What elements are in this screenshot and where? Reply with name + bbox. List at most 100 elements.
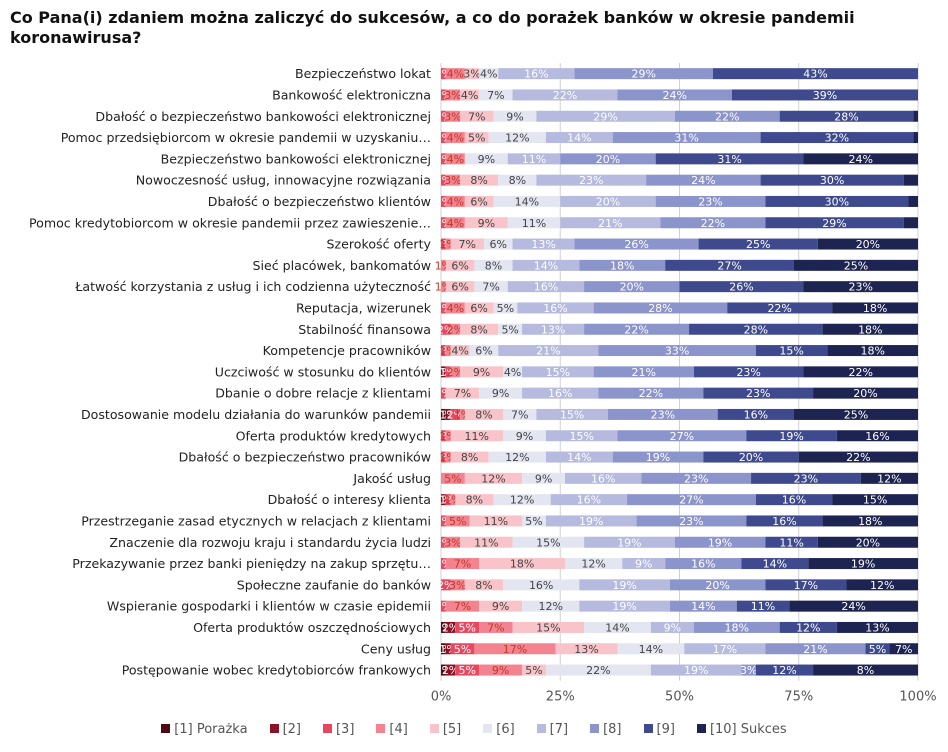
data-label: 14% (691, 600, 715, 613)
data-label: 2% (437, 579, 454, 592)
bar-segment (550, 494, 628, 506)
data-label: 16% (782, 494, 806, 507)
bar-segment (445, 451, 451, 463)
bar-segment (607, 408, 718, 420)
data-label: 4% (504, 366, 521, 379)
data-label: 7% (511, 408, 528, 421)
legend-item: [8] (590, 722, 622, 737)
data-label: 28% (834, 110, 858, 123)
bar-segment (460, 89, 480, 101)
data-label: 7% (482, 281, 499, 294)
bar-segment (584, 621, 651, 633)
x-tick-label: 25% (546, 690, 575, 705)
bar-segment (512, 621, 585, 633)
data-label: 39% (813, 89, 837, 102)
bar-segment (746, 515, 823, 527)
legend-label: [5] (442, 722, 462, 737)
data-label: 5% (444, 472, 461, 485)
category-label: Stabilność finansowa (298, 322, 431, 337)
category-label: Pomoc przedsiębiorcom w okresie pandemii… (61, 130, 431, 145)
bar-segment (727, 302, 833, 314)
bar-segment (684, 643, 766, 655)
data-label: 27% (679, 494, 703, 507)
bar-segment (441, 430, 446, 442)
legend-swatch (536, 724, 546, 733)
data-label: 29% (631, 68, 655, 81)
bar-segment (445, 643, 451, 655)
bar-segment (612, 451, 704, 463)
bar-segment (460, 408, 465, 420)
data-label: 25% (844, 259, 868, 272)
data-label: 30% (825, 195, 849, 208)
data-label: 4% (447, 217, 464, 230)
bar-segment (445, 238, 451, 250)
bar-segment (441, 664, 446, 676)
bar-segment (755, 664, 814, 676)
bar-segment (450, 323, 461, 335)
bar-segment (813, 664, 918, 676)
bar-segment (512, 89, 618, 101)
bar-segment (445, 68, 465, 80)
data-label: 26% (624, 238, 648, 251)
bar-segment (479, 558, 566, 570)
bar-segment (441, 387, 446, 399)
data-label: 14% (763, 558, 787, 571)
data-label: 28% (744, 323, 768, 336)
category-label: Szerokość oferty (327, 237, 432, 252)
data-label: 17% (713, 643, 737, 656)
data-label: 14% (567, 132, 591, 145)
bar-segment (903, 174, 918, 186)
bar-segment (445, 366, 451, 378)
bar-segment (584, 323, 690, 335)
data-label: 11% (484, 515, 508, 528)
data-label: 11% (779, 536, 803, 549)
data-label: 22% (846, 451, 870, 464)
data-label: 25% (746, 238, 770, 251)
data-label: 7% (895, 643, 912, 656)
data-label: 3% (444, 174, 461, 187)
legend: [1] Porażka [2] [3] [4] [5] [6] [7] [8] [9] [10] … (0, 722, 948, 737)
data-label: 19% (851, 558, 875, 571)
bar-segment (464, 408, 504, 420)
bar-segment (889, 643, 918, 655)
data-label: 12% (510, 494, 534, 507)
data-label: 12% (538, 600, 562, 613)
bar-segment (441, 408, 446, 420)
bar-segment (493, 302, 518, 314)
legend-label: [10] Sukces (709, 722, 787, 737)
bar-segment (517, 302, 594, 314)
bar-segment (441, 89, 446, 101)
bar-segment (455, 621, 480, 633)
data-label: 8% (466, 494, 483, 507)
bar-segment (674, 110, 780, 122)
data-label: 5% (449, 515, 466, 528)
bar-segment (622, 558, 666, 570)
data-label: 15% (569, 430, 593, 443)
data-label: 9% (664, 621, 681, 634)
bar-segment (441, 238, 446, 250)
bar-segment (703, 451, 799, 463)
category-label: Dbałość o bezpieczeństwo bankowości elek… (95, 109, 431, 124)
bar-segment (450, 579, 465, 591)
bar-segment (488, 132, 546, 144)
data-label: 5% (459, 621, 476, 634)
legend-swatch (322, 724, 332, 733)
data-label: 16% (744, 408, 768, 421)
data-label: 22% (701, 217, 725, 230)
bar-segment (474, 643, 556, 655)
bar-segment (703, 387, 814, 399)
category-label: Dostosowanie modelu działania do warunkó… (81, 407, 431, 422)
bar-segment (846, 579, 918, 591)
data-label: 11% (465, 430, 489, 443)
bar-segment (679, 281, 804, 293)
bar-segment (460, 110, 494, 122)
data-label: 3% (444, 536, 461, 549)
bar-segment (441, 558, 446, 570)
bar-segment (665, 259, 794, 271)
data-label: 18% (858, 323, 882, 336)
legend-item: [1] Porażka (161, 722, 248, 737)
legend-swatch (429, 724, 439, 733)
legend-label: [4] (389, 722, 408, 737)
data-label: 15% (779, 345, 803, 358)
data-label: 23% (684, 472, 708, 485)
